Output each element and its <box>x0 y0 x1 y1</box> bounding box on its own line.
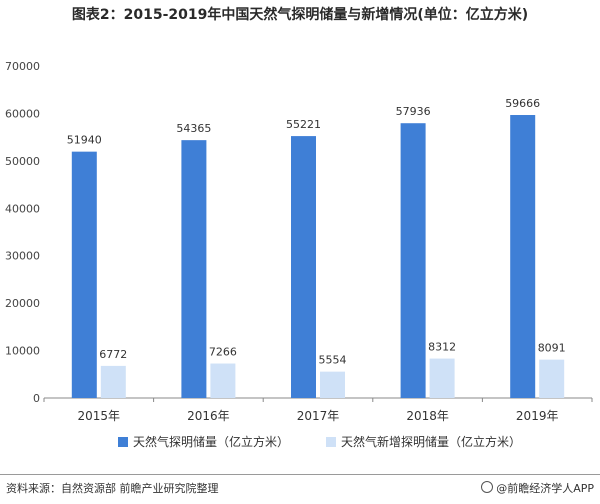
brand-credit: @前瞻经济学人APP <box>481 480 594 496</box>
legend-label: 天然气探明储量（亿立方米） <box>133 434 289 449</box>
bar-new-reserves <box>539 359 565 398</box>
data-label: 51940 <box>67 134 102 147</box>
y-tick-label: 70000 <box>5 60 40 73</box>
y-tick-label: 20000 <box>5 297 40 310</box>
x-tick-label: 2016年 <box>187 409 230 423</box>
bar-new-reserves <box>210 363 236 398</box>
x-tick-label: 2015年 <box>78 409 121 423</box>
data-label: 54365 <box>176 122 211 135</box>
brand-text: @前瞻经济学人APP <box>496 482 594 495</box>
data-label: 5554 <box>319 354 347 367</box>
bar-proved-reserves <box>291 136 316 399</box>
data-label: 8091 <box>538 342 566 355</box>
legend-swatch <box>326 437 336 447</box>
data-label: 59666 <box>505 97 540 110</box>
y-tick-label: 30000 <box>5 250 40 263</box>
source-note: 资料来源：自然资源部 前瞻产业研究院整理 <box>6 482 219 495</box>
data-label: 55221 <box>286 118 321 131</box>
bar-new-reserves <box>320 371 345 398</box>
legend-label: 天然气新增探明储量（亿立方米） <box>341 434 521 449</box>
y-tick-label: 0 <box>33 392 40 405</box>
bar-proved-reserves <box>181 140 207 398</box>
bar-proved-reserves <box>400 123 426 398</box>
bar-proved-reserves <box>510 115 536 398</box>
y-tick-label: 10000 <box>5 345 40 358</box>
bar-proved-reserves <box>71 151 97 398</box>
data-label: 7266 <box>209 346 237 359</box>
y-tick-label: 60000 <box>5 107 40 120</box>
data-label: 57936 <box>396 105 431 118</box>
brand-logo-icon <box>481 481 494 493</box>
y-tick-label: 50000 <box>5 155 40 168</box>
bar-new-reserves <box>429 358 455 398</box>
x-tick-label: 2019年 <box>516 409 559 423</box>
y-tick-label: 40000 <box>5 202 40 215</box>
bar-chart: 0 10000 20000 30000 40000 50000 60000 70000 5194… <box>5 60 593 449</box>
data-label: 8312 <box>428 341 456 354</box>
bar-new-reserves <box>100 365 126 398</box>
legend-swatch <box>118 437 128 447</box>
data-label: 6772 <box>99 348 127 361</box>
chart-title: 图表2：2015-2019年中国天然气探明储量与新增情况(单位：亿立方米) <box>71 7 529 23</box>
x-tick-label: 2018年 <box>406 409 449 423</box>
x-tick-label: 2017年 <box>297 409 340 423</box>
footer-divider <box>0 474 600 475</box>
